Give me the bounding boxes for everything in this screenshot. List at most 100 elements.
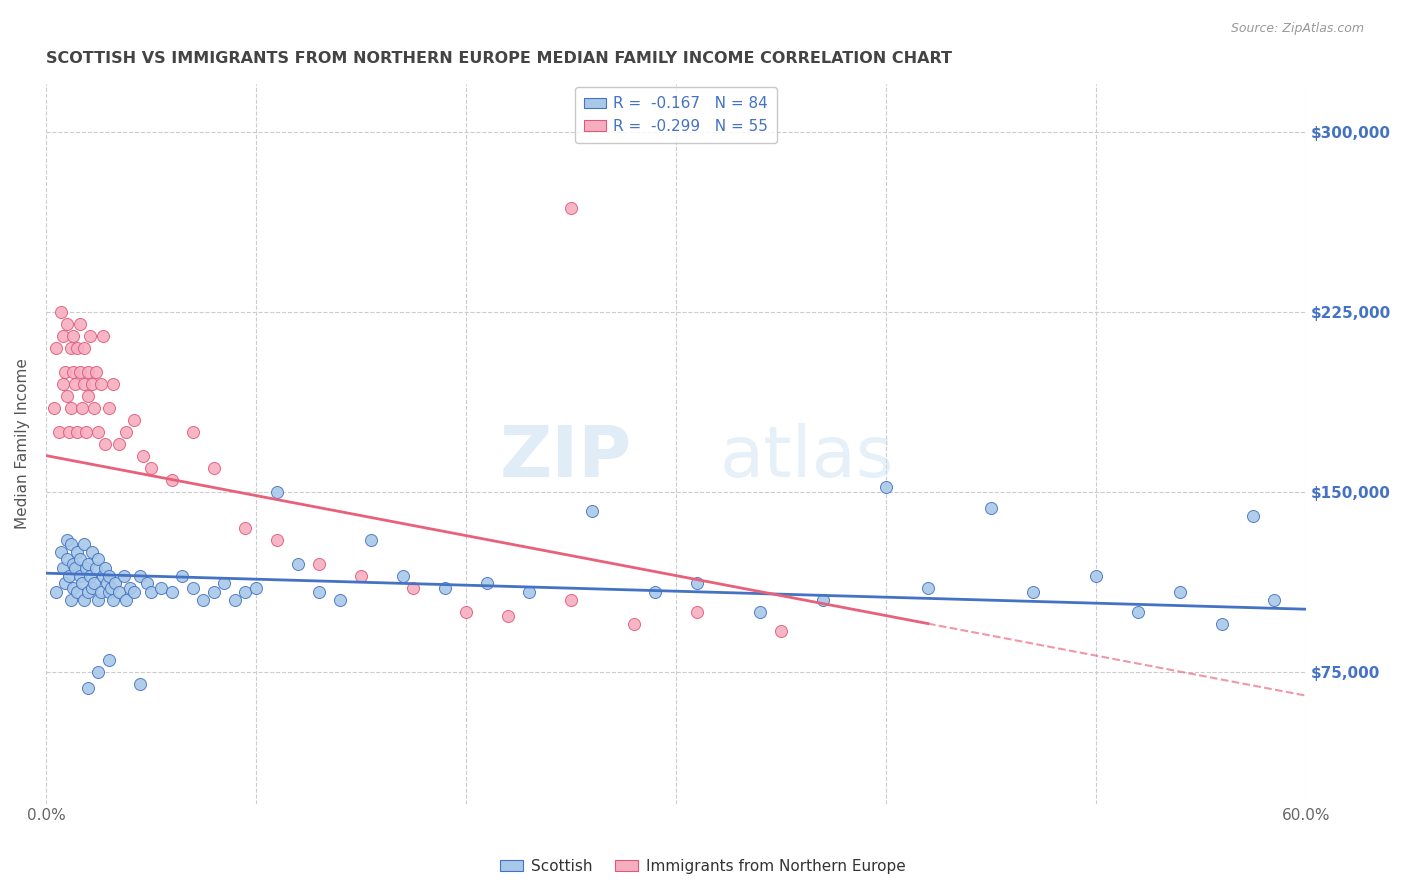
- Point: [644, 585, 666, 599]
- Point: [769, 624, 792, 638]
- Point: [87, 551, 110, 566]
- Point: [69, 365, 91, 379]
- Point: [118, 581, 141, 595]
- Point: [73, 341, 96, 355]
- Point: [308, 557, 330, 571]
- Point: [224, 592, 246, 607]
- Point: [1022, 585, 1045, 599]
- Point: [266, 484, 288, 499]
- Text: Source: ZipAtlas.com: Source: ZipAtlas.com: [1230, 22, 1364, 36]
- Point: [1084, 568, 1107, 582]
- Point: [58, 568, 80, 582]
- Point: [686, 575, 709, 590]
- Point: [98, 401, 121, 415]
- Point: [56, 388, 79, 402]
- Text: SCOTTISH VS IMMIGRANTS FROM NORTHERN EUROPE MEDIAN FAMILY INCOME CORRELATION CHA: SCOTTISH VS IMMIGRANTS FROM NORTHERN EUR…: [46, 51, 952, 66]
- Point: [94, 561, 117, 575]
- Point: [131, 449, 153, 463]
- Point: [150, 581, 173, 595]
- Point: [70, 575, 93, 590]
- Point: [100, 581, 122, 595]
- Point: [83, 401, 105, 415]
- Point: [77, 681, 100, 696]
- Point: [69, 317, 91, 331]
- Point: [433, 581, 456, 595]
- Point: [202, 460, 225, 475]
- Point: [235, 520, 257, 534]
- Point: [98, 585, 121, 599]
- Point: [560, 202, 582, 216]
- Point: [181, 581, 204, 595]
- Point: [62, 581, 84, 595]
- Point: [49, 544, 72, 558]
- Point: [73, 537, 96, 551]
- Point: [62, 365, 84, 379]
- Point: [52, 561, 75, 575]
- Point: [129, 568, 152, 582]
- Point: [101, 376, 124, 391]
- Point: [402, 581, 425, 595]
- Point: [77, 365, 100, 379]
- Point: [66, 544, 89, 558]
- Point: [122, 585, 145, 599]
- Point: [202, 585, 225, 599]
- Point: [56, 551, 79, 566]
- Point: [77, 585, 100, 599]
- Point: [58, 425, 80, 439]
- Point: [1241, 508, 1264, 523]
- Point: [44, 401, 66, 415]
- Point: [66, 341, 89, 355]
- Point: [114, 592, 136, 607]
- Point: [65, 376, 87, 391]
- Point: [1126, 605, 1149, 619]
- Point: [475, 575, 498, 590]
- Point: [66, 425, 89, 439]
- Point: [73, 592, 96, 607]
- Point: [94, 436, 117, 450]
- Point: [91, 328, 114, 343]
- Point: [287, 557, 309, 571]
- Point: [49, 304, 72, 318]
- Point: [139, 460, 162, 475]
- Point: [108, 585, 131, 599]
- Point: [129, 676, 152, 690]
- Point: [86, 365, 108, 379]
- Point: [875, 480, 897, 494]
- Point: [686, 605, 709, 619]
- Point: [60, 592, 83, 607]
- Point: [517, 585, 540, 599]
- Point: [75, 425, 97, 439]
- Legend: R =  -0.167   N = 84, R =  -0.299   N = 55: R = -0.167 N = 84, R = -0.299 N = 55: [575, 87, 778, 143]
- Point: [87, 592, 110, 607]
- Point: [45, 585, 67, 599]
- Point: [122, 412, 145, 426]
- Point: [56, 317, 79, 331]
- Legend: Scottish, Immigrants from Northern Europe: Scottish, Immigrants from Northern Europ…: [495, 853, 911, 880]
- Point: [748, 605, 770, 619]
- Point: [86, 561, 108, 575]
- Point: [108, 436, 131, 450]
- Point: [1211, 616, 1233, 631]
- Point: [82, 376, 104, 391]
- Point: [560, 592, 582, 607]
- Point: [75, 561, 97, 575]
- Point: [90, 585, 112, 599]
- Point: [82, 581, 104, 595]
- Point: [235, 585, 257, 599]
- Text: ZIP: ZIP: [499, 424, 631, 492]
- Point: [60, 341, 83, 355]
- Point: [101, 592, 124, 607]
- Point: [65, 561, 87, 575]
- Point: [181, 425, 204, 439]
- Point: [623, 616, 645, 631]
- Point: [90, 376, 112, 391]
- Point: [56, 533, 79, 547]
- Point: [350, 568, 373, 582]
- Point: [245, 581, 267, 595]
- Point: [83, 575, 105, 590]
- Point: [69, 568, 91, 582]
- Point: [98, 568, 121, 582]
- Point: [73, 376, 96, 391]
- Point: [91, 568, 114, 582]
- Point: [77, 388, 100, 402]
